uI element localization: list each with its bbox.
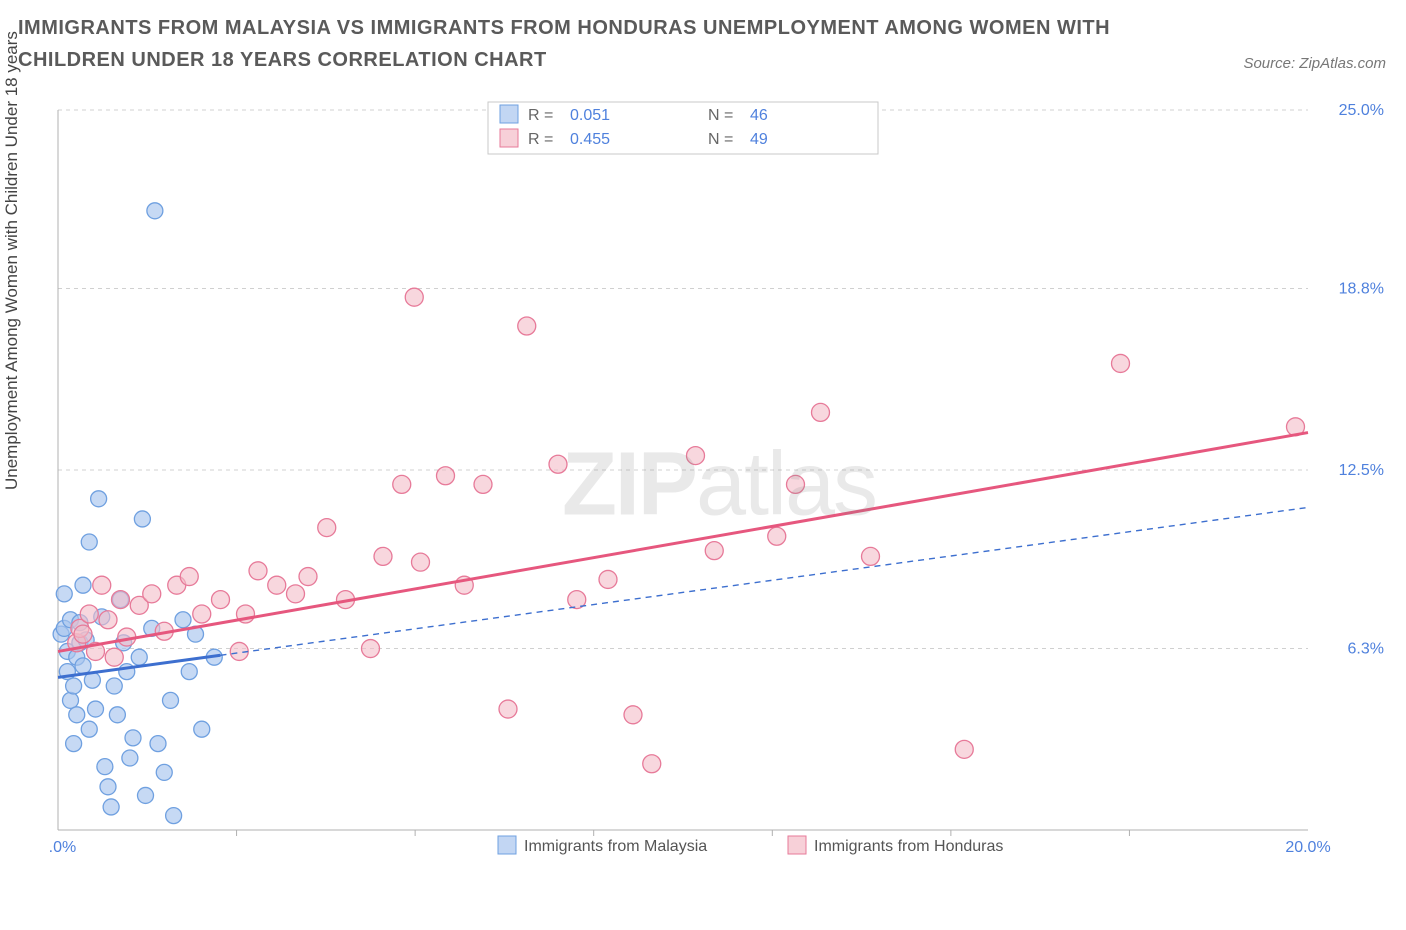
data-point[interactable] — [131, 649, 147, 665]
chart-title: IMMIGRANTS FROM MALAYSIA VS IMMIGRANTS F… — [18, 12, 1118, 76]
data-point[interactable] — [91, 491, 107, 507]
data-point[interactable] — [138, 787, 154, 803]
data-point[interactable] — [194, 721, 210, 737]
data-point[interactable] — [106, 678, 122, 694]
data-point[interactable] — [687, 447, 705, 465]
data-point[interactable] — [74, 625, 92, 643]
data-point[interactable] — [624, 706, 642, 724]
legend-n-label: N = — [708, 107, 733, 124]
data-point[interactable] — [181, 664, 197, 680]
data-point[interactable] — [75, 577, 91, 593]
data-point[interactable] — [122, 750, 138, 766]
y-tick-label: 6.3% — [1348, 641, 1384, 658]
data-point[interactable] — [143, 585, 161, 603]
data-point[interactable] — [156, 764, 172, 780]
data-point[interactable] — [166, 808, 182, 824]
trend-line-dash — [221, 507, 1309, 655]
data-point[interactable] — [88, 701, 104, 717]
data-point[interactable] — [1112, 354, 1130, 372]
legend-swatch — [500, 105, 518, 123]
data-point[interactable] — [175, 612, 191, 628]
data-point[interactable] — [100, 779, 116, 795]
data-point[interactable] — [437, 467, 455, 485]
data-point[interactable] — [163, 692, 179, 708]
x-tick-label: 0.0% — [48, 839, 76, 856]
data-point[interactable] — [81, 534, 97, 550]
data-point[interactable] — [787, 475, 805, 493]
trend-line — [58, 433, 1308, 652]
y-tick-label: 18.8% — [1339, 281, 1384, 298]
data-point[interactable] — [318, 519, 336, 537]
data-point[interactable] — [105, 648, 123, 666]
source-label: Source: ZipAtlas.com — [1243, 55, 1386, 72]
data-point[interactable] — [134, 511, 150, 527]
data-point[interactable] — [180, 568, 198, 586]
x-tick-label: 20.0% — [1285, 839, 1330, 856]
data-point[interactable] — [643, 755, 661, 773]
data-point[interactable] — [150, 736, 166, 752]
data-point[interactable] — [412, 553, 430, 571]
data-point[interactable] — [499, 700, 517, 718]
data-point[interactable] — [705, 542, 723, 560]
legend-series-label: Immigrants from Honduras — [814, 838, 1003, 855]
data-point[interactable] — [93, 576, 111, 594]
data-point[interactable] — [147, 203, 163, 219]
legend-r-value: 0.455 — [570, 131, 610, 148]
data-point[interactable] — [112, 591, 130, 609]
legend-n-value: 46 — [750, 107, 768, 124]
data-point[interactable] — [362, 640, 380, 658]
data-point[interactable] — [287, 585, 305, 603]
data-point[interactable] — [474, 475, 492, 493]
y-tick-label: 12.5% — [1339, 462, 1384, 479]
legend-series-label: Immigrants from Malaysia — [524, 838, 707, 855]
data-point[interactable] — [66, 736, 82, 752]
data-point[interactable] — [518, 317, 536, 335]
data-point[interactable] — [812, 403, 830, 421]
data-point[interactable] — [97, 759, 113, 775]
legend-n-label: N = — [708, 131, 733, 148]
legend-r-label: R = — [528, 107, 553, 124]
data-point[interactable] — [212, 591, 230, 609]
data-point[interactable] — [103, 799, 119, 815]
data-point[interactable] — [66, 678, 82, 694]
data-point[interactable] — [56, 586, 72, 602]
data-point[interactable] — [955, 740, 973, 758]
data-point[interactable] — [268, 576, 286, 594]
legend-r-value: 0.051 — [570, 107, 610, 124]
legend-swatch — [788, 836, 806, 854]
legend-n-value: 49 — [750, 131, 768, 148]
data-point[interactable] — [549, 455, 567, 473]
legend-swatch — [498, 836, 516, 854]
chart-plot: ZIPatlas 6.3%12.5%18.8%25.0%0.0%20.0%R =… — [48, 100, 1390, 870]
data-point[interactable] — [81, 721, 97, 737]
legend-swatch — [500, 129, 518, 147]
data-point[interactable] — [109, 707, 125, 723]
data-point[interactable] — [80, 605, 98, 623]
data-point[interactable] — [75, 658, 91, 674]
data-point[interactable] — [374, 547, 392, 565]
data-point[interactable] — [405, 288, 423, 306]
data-point[interactable] — [393, 475, 411, 493]
data-point[interactable] — [299, 568, 317, 586]
legend-r-label: R = — [528, 131, 553, 148]
data-point[interactable] — [69, 707, 85, 723]
data-point[interactable] — [99, 611, 117, 629]
data-point[interactable] — [249, 562, 267, 580]
data-point[interactable] — [125, 730, 141, 746]
data-point[interactable] — [599, 570, 617, 588]
y-tick-label: 25.0% — [1339, 102, 1384, 119]
data-point[interactable] — [862, 547, 880, 565]
data-point[interactable] — [63, 692, 79, 708]
y-axis-label: Unemployment Among Women with Children U… — [2, 31, 22, 490]
data-point[interactable] — [193, 605, 211, 623]
data-point[interactable] — [768, 527, 786, 545]
chart-svg: 6.3% 12.5% 18.8% 25.0% 0.0% 20.0% R = 0.051 N = 4… — [48, 100, 1390, 870]
